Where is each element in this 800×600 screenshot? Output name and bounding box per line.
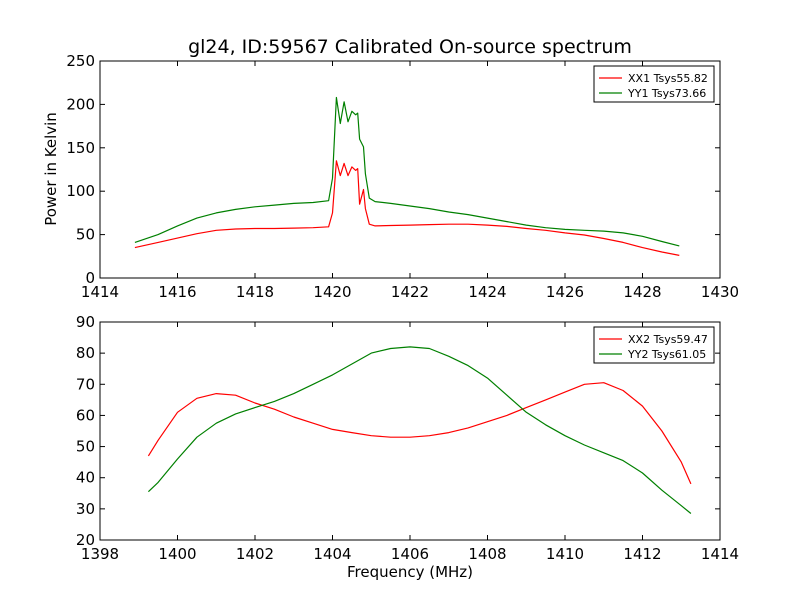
x-tick-label: 1422 [391,283,429,301]
y-axis-label: Power in Kelvin [42,112,60,226]
x-tick-label: 1424 [468,283,506,301]
y-tick-label: 80 [76,344,95,362]
y-tick-label: 250 [66,52,95,70]
x-tick-label: 1400 [158,545,196,563]
y-tick-label: 50 [76,438,95,456]
y-tick-label: 70 [76,375,95,393]
x-tick-label: 1414 [81,283,119,301]
legend-box [593,326,715,364]
y-tick-label: 60 [76,406,95,424]
x-tick-label: 1420 [313,283,351,301]
x-tick-label: 1430 [701,283,739,301]
x-tick-label: 1410 [546,545,584,563]
y-tick-label: 100 [66,182,95,200]
y-tick-label: 30 [76,500,95,518]
x-tick-label: 1416 [158,283,196,301]
bottom-spectrum-panel: Frequency (MHz) 1398 1400 1402 1404 1406 1408… [76,313,739,581]
legend-label: YY1 Tsys73.66 [627,87,706,100]
legend-label: YY2 Tsys61.05 [627,348,706,361]
chart-title: gl24, ID:59567 Calibrated On-source spec… [188,36,632,58]
legend-label: XX1 Tsys55.82 [628,72,708,85]
y-tick-label: 150 [66,139,95,157]
x-tick-label: 1412 [623,545,661,563]
x-tick-label: 1404 [313,545,351,563]
legend-box [593,65,715,103]
y-tick-label: 0 [85,269,95,287]
series-line-yy [134,96,680,247]
x-tick-label: 1402 [236,545,274,563]
x-tick-label: 1398 [81,545,119,563]
top-spectrum-panel: gl24, ID:59567 Calibrated On-source spec… [42,36,739,301]
y-tick-label: 50 [76,226,95,244]
x-axis-label: Frequency (MHz) [347,563,473,581]
legend-label: XX2 Tsys59.47 [628,333,708,346]
y-tick-label: 90 [76,313,95,331]
y-tick-label: 40 [76,469,95,487]
y-tick-label: 20 [76,531,95,549]
x-tick-label: 1426 [546,283,584,301]
x-tick-label: 1406 [391,545,429,563]
x-tick-label: 1408 [468,545,506,563]
x-tick-label: 1418 [236,283,274,301]
x-tick-label: 1414 [701,545,739,563]
x-tick-label: 1428 [623,283,661,301]
series-line-yy [147,346,692,514]
series-line-xx [134,160,680,256]
y-tick-label: 200 [66,95,95,113]
series-line-xx [147,382,692,485]
